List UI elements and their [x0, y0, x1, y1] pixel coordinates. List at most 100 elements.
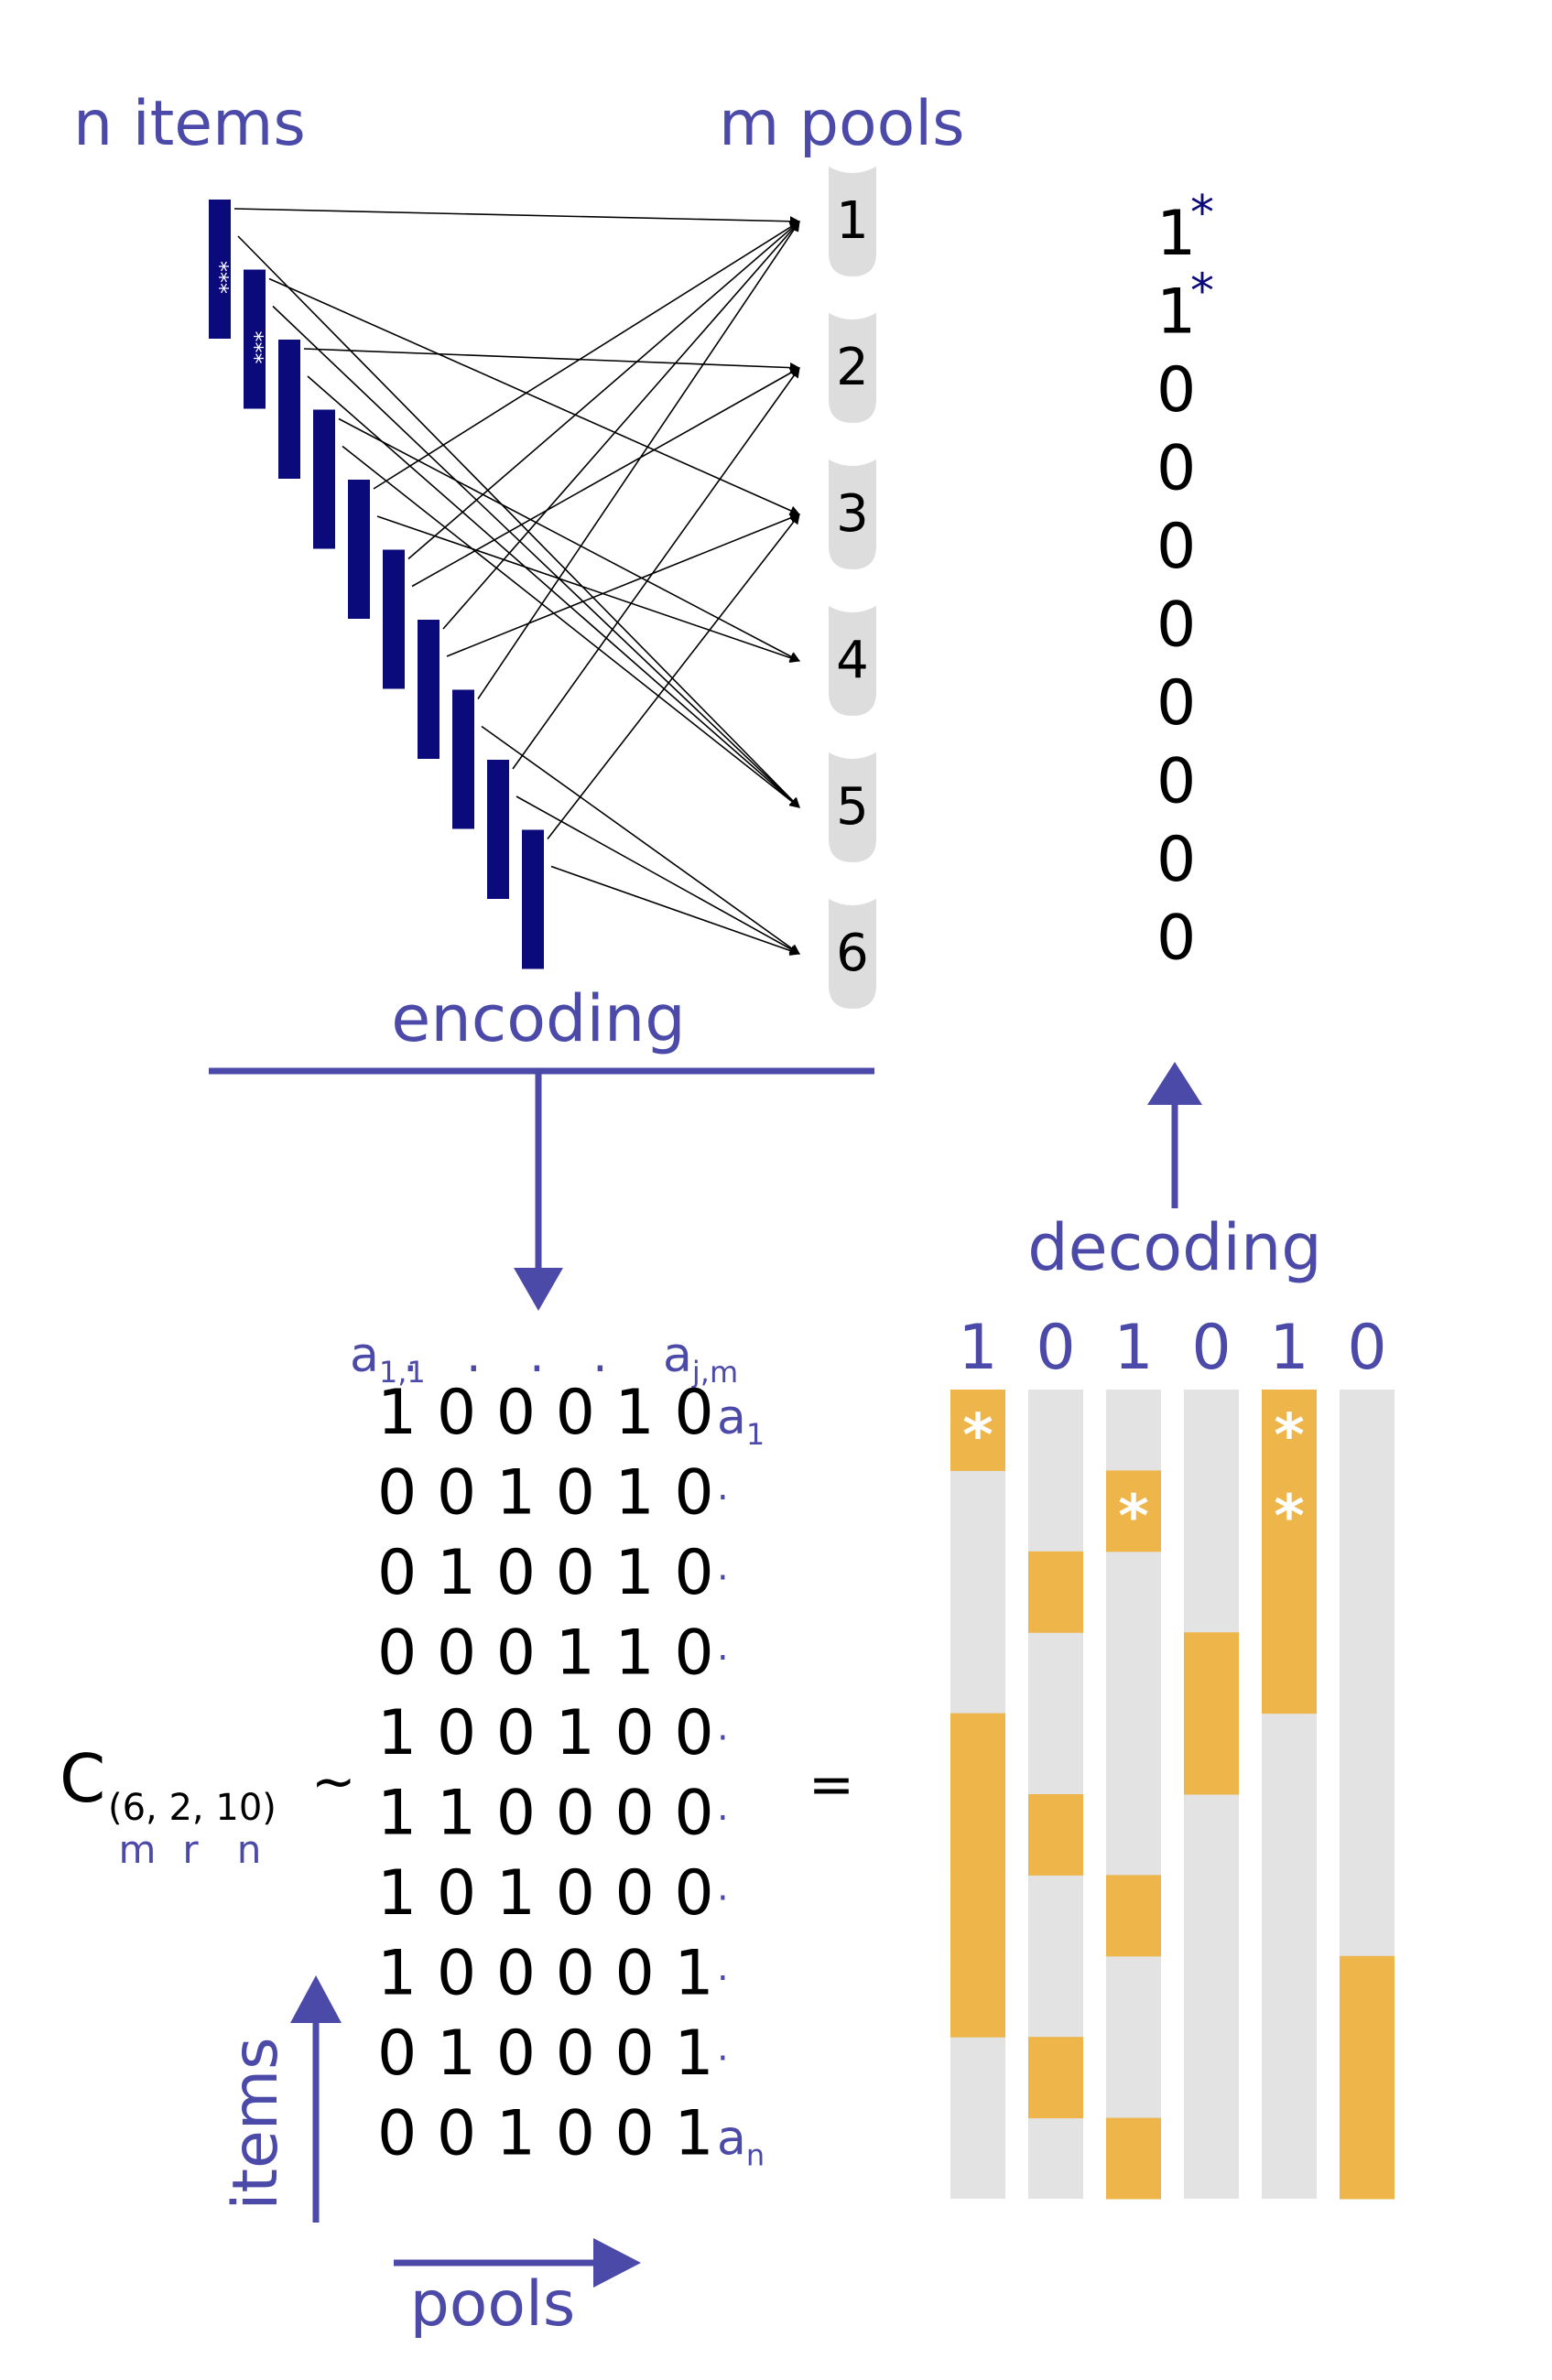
result-value-3: 0: [1156, 354, 1196, 427]
encoding-label: encoding: [391, 981, 685, 1056]
result-value-10: 0: [1156, 903, 1196, 975]
item-bar-10: [522, 829, 544, 969]
item-bars: *** ***: [207, 200, 544, 969]
matrix-row-2: 0 0 1 0 1 0: [377, 1457, 714, 1530]
matrix-header-dots: . . . .: [403, 1328, 624, 1383]
positive-item-star-1: ***: [207, 261, 233, 294]
edge-item1-pool1: [233, 208, 801, 227]
code-matrix: a1,1 . . . . aj,m 1 0 0 0 1 0 a10 0 1 0 1…: [350, 1328, 765, 2173]
pool-cell-4-4: [1184, 1632, 1239, 1715]
pool-cell-2-6: [1028, 1794, 1083, 1876]
items-axis-label: items: [220, 2037, 292, 2210]
code-param-name-r: r: [182, 1827, 199, 1872]
item-bar-5: [348, 480, 370, 619]
pool-cell-1-8: [950, 1955, 1005, 2038]
item-bar-8: [452, 689, 474, 829]
item-pool-edges: [233, 208, 801, 956]
pool-result-4: 0: [1191, 1312, 1231, 1384]
pool-label-3: 3: [836, 484, 869, 544]
m-pools-label: m pools: [719, 88, 965, 160]
matrix-row-label-4: ·: [717, 1638, 729, 1680]
item-bar-6: [383, 549, 405, 689]
pools-axis-arrow-head: [593, 2238, 641, 2288]
edge-item10-pool6: [550, 865, 801, 956]
pool-columns: * * * *: [950, 1390, 1395, 2200]
edge-item3-pool5: [307, 375, 800, 808]
pool-result-2: 0: [1036, 1312, 1075, 1384]
equals-sign: =: [809, 1753, 854, 1817]
item-bar-4: [313, 409, 335, 549]
result-value-9: 0: [1156, 824, 1196, 896]
pool-cell-3-10: [1106, 2117, 1161, 2200]
item-bar-2: [244, 269, 266, 409]
edge-item1-pool5: [237, 235, 800, 808]
result-value-1: 1: [1156, 198, 1196, 270]
result-value-5: 0: [1156, 511, 1196, 583]
matrix-row-label-8: ·: [717, 1958, 729, 2000]
pool-cell-3-2: [1106, 1470, 1161, 1552]
n-items-label: n items: [73, 88, 306, 160]
pool-label-2: 2: [836, 338, 869, 397]
pool-tube-5: [829, 752, 876, 862]
matrix-row-label-5: ·: [717, 1717, 729, 1759]
code-params: (6, 2, 10): [108, 1787, 277, 1829]
pool-cell-5-1: [1262, 1390, 1317, 1471]
item-bar-1: [209, 200, 231, 339]
pool-cell-1-1: [950, 1390, 1005, 1471]
edge-item9-pool6: [516, 795, 800, 955]
item-bar-3: [278, 340, 300, 479]
edge-item6-pool2: [411, 367, 800, 588]
matrix-row-label-1: a1: [717, 1390, 765, 1452]
edge-item2-pool5: [272, 305, 800, 808]
edge-item7-pool1: [442, 221, 800, 630]
result-value-2: 1: [1156, 276, 1196, 349]
pool-label-1: 1: [836, 191, 869, 251]
matrix-row-label-6: ·: [717, 1798, 729, 1840]
edge-item2-pool3: [268, 277, 801, 516]
pools-axis-label: pools: [410, 2268, 576, 2341]
result-value-4: 0: [1156, 433, 1196, 505]
result-value-6: 0: [1156, 590, 1196, 662]
pool-cell-1-7: [950, 1875, 1005, 1957]
result-value-7: 0: [1156, 667, 1196, 740]
pool-cell-2-9: [1028, 2037, 1083, 2119]
result-value-8: 0: [1156, 746, 1196, 818]
matrix-row-9: 0 1 0 0 0 1: [377, 2018, 714, 2090]
matrix-row-4: 0 0 0 1 1 0: [377, 1617, 714, 1690]
edge-item7-pool3: [446, 513, 801, 657]
matrix-header-left: a1,1: [350, 1328, 426, 1390]
matrix-row-8: 1 0 0 0 0 1: [377, 1938, 714, 2010]
item-bar-7: [418, 620, 440, 759]
pool-cell-4-5: [1184, 1713, 1239, 1795]
edge-item3-pool2: [303, 348, 801, 373]
edge-item5-pool1: [373, 221, 800, 490]
edge-item8-pool6: [481, 725, 800, 955]
decoding-label: decoding: [1027, 1210, 1322, 1285]
pool-cell-5-4: [1262, 1632, 1317, 1715]
matrix-row-label-2: ·: [717, 1477, 729, 1520]
matrix-row-label-3: ·: [717, 1557, 729, 1599]
pool-label-4: 4: [836, 631, 869, 690]
pool-tube-6: [829, 899, 876, 1009]
cell-star-4: *: [1274, 1483, 1304, 1551]
cell-star-1: *: [962, 1402, 993, 1470]
pool-result-3: 1: [1113, 1312, 1153, 1384]
pool-cell-6-9: [1340, 2037, 1395, 2119]
pool-cell-1-5: [950, 1713, 1005, 1795]
pool-cell-1-6: [950, 1794, 1005, 1876]
result-star-1: *: [1190, 186, 1214, 241]
code-tilde: ~: [311, 1750, 356, 1812]
pool-tube-2: [829, 313, 876, 423]
edge-item6-pool1: [407, 221, 800, 560]
pool-label-6: 6: [836, 924, 869, 983]
pool-cell-5-2: [1262, 1470, 1317, 1552]
encoding-arrow-head: [514, 1268, 563, 1311]
decoding-arrow-head: [1147, 1062, 1202, 1105]
edge-item4-pool5: [342, 445, 800, 808]
matrix-row-10: 0 0 1 0 0 1: [377, 2098, 714, 2170]
matrix-row-label-7: ·: [717, 1877, 729, 1920]
